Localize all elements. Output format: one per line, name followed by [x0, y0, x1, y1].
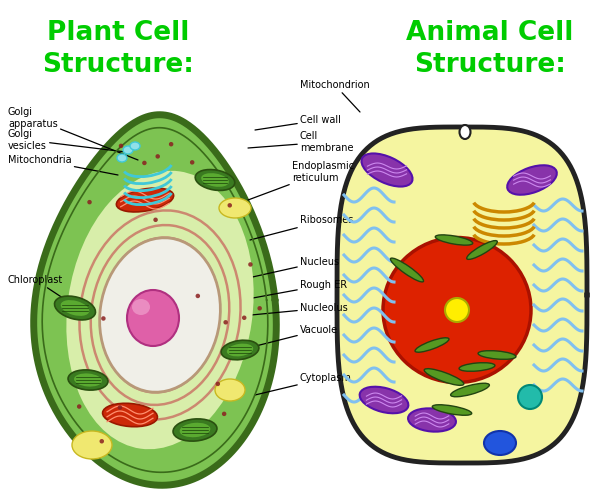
Ellipse shape — [72, 431, 112, 459]
Ellipse shape — [257, 306, 262, 310]
Ellipse shape — [117, 154, 127, 162]
Ellipse shape — [103, 403, 157, 427]
Ellipse shape — [424, 368, 464, 386]
Ellipse shape — [415, 338, 449, 352]
Ellipse shape — [222, 412, 226, 416]
Ellipse shape — [119, 144, 123, 148]
Ellipse shape — [127, 290, 179, 346]
Ellipse shape — [361, 153, 413, 186]
Ellipse shape — [118, 405, 122, 410]
Ellipse shape — [227, 344, 253, 356]
Text: Vacuole: Vacuole — [240, 325, 338, 350]
Ellipse shape — [195, 169, 235, 191]
Text: Cytoplasm: Cytoplasm — [255, 373, 352, 395]
Text: Chloroplast: Chloroplast — [8, 275, 78, 308]
Ellipse shape — [100, 439, 104, 444]
Ellipse shape — [77, 404, 82, 409]
Ellipse shape — [484, 431, 516, 455]
Ellipse shape — [154, 218, 158, 222]
Ellipse shape — [130, 142, 140, 150]
Ellipse shape — [383, 237, 531, 383]
Text: Cell wall: Cell wall — [255, 115, 341, 130]
Polygon shape — [34, 115, 277, 485]
Text: Mitochondrion: Mitochondrion — [300, 80, 370, 112]
Text: Rough ER: Rough ER — [242, 280, 347, 300]
Ellipse shape — [132, 299, 150, 315]
Text: Nucleus: Nucleus — [248, 257, 339, 278]
Ellipse shape — [248, 262, 253, 267]
Ellipse shape — [451, 383, 490, 397]
Ellipse shape — [67, 171, 254, 449]
Ellipse shape — [101, 316, 106, 321]
Ellipse shape — [116, 188, 173, 212]
Ellipse shape — [467, 240, 497, 260]
Text: Structure:: Structure: — [414, 52, 566, 78]
Ellipse shape — [196, 294, 200, 298]
Ellipse shape — [219, 198, 251, 218]
Ellipse shape — [190, 160, 194, 165]
Text: Cell
membrane: Cell membrane — [248, 131, 353, 153]
Ellipse shape — [223, 320, 228, 325]
Ellipse shape — [100, 238, 220, 392]
Ellipse shape — [55, 296, 95, 320]
Text: Animal Cell: Animal Cell — [406, 20, 574, 46]
Text: Golgi
apparatus: Golgi apparatus — [8, 107, 138, 160]
Polygon shape — [337, 127, 587, 463]
Ellipse shape — [179, 423, 211, 437]
Ellipse shape — [173, 419, 217, 441]
Ellipse shape — [155, 154, 160, 159]
Text: Nucleolus: Nucleolus — [220, 303, 348, 318]
Ellipse shape — [432, 405, 472, 415]
Ellipse shape — [435, 235, 473, 245]
Ellipse shape — [408, 408, 456, 431]
Ellipse shape — [74, 373, 102, 387]
Ellipse shape — [460, 125, 470, 139]
Ellipse shape — [68, 370, 108, 390]
Ellipse shape — [507, 165, 557, 195]
Ellipse shape — [87, 200, 92, 205]
Ellipse shape — [242, 316, 247, 320]
Ellipse shape — [215, 379, 245, 401]
Ellipse shape — [391, 258, 424, 282]
Ellipse shape — [359, 387, 409, 413]
Text: Plant Cell: Plant Cell — [47, 20, 189, 46]
Ellipse shape — [169, 142, 173, 147]
Ellipse shape — [478, 351, 516, 359]
Text: Endoplasmic
reticulum: Endoplasmic reticulum — [248, 161, 354, 200]
Ellipse shape — [61, 300, 89, 316]
Ellipse shape — [221, 340, 259, 360]
Text: Golgi
vesicles: Golgi vesicles — [8, 129, 126, 152]
Ellipse shape — [518, 385, 542, 409]
Text: Ribosomes: Ribosomes — [250, 215, 353, 240]
Ellipse shape — [445, 298, 469, 322]
Ellipse shape — [201, 173, 229, 187]
Ellipse shape — [227, 203, 232, 208]
Ellipse shape — [142, 161, 146, 165]
Text: Mitochondria: Mitochondria — [8, 155, 118, 175]
Ellipse shape — [123, 146, 133, 154]
Ellipse shape — [215, 382, 220, 386]
Ellipse shape — [459, 363, 495, 371]
Text: Structure:: Structure: — [42, 52, 194, 78]
